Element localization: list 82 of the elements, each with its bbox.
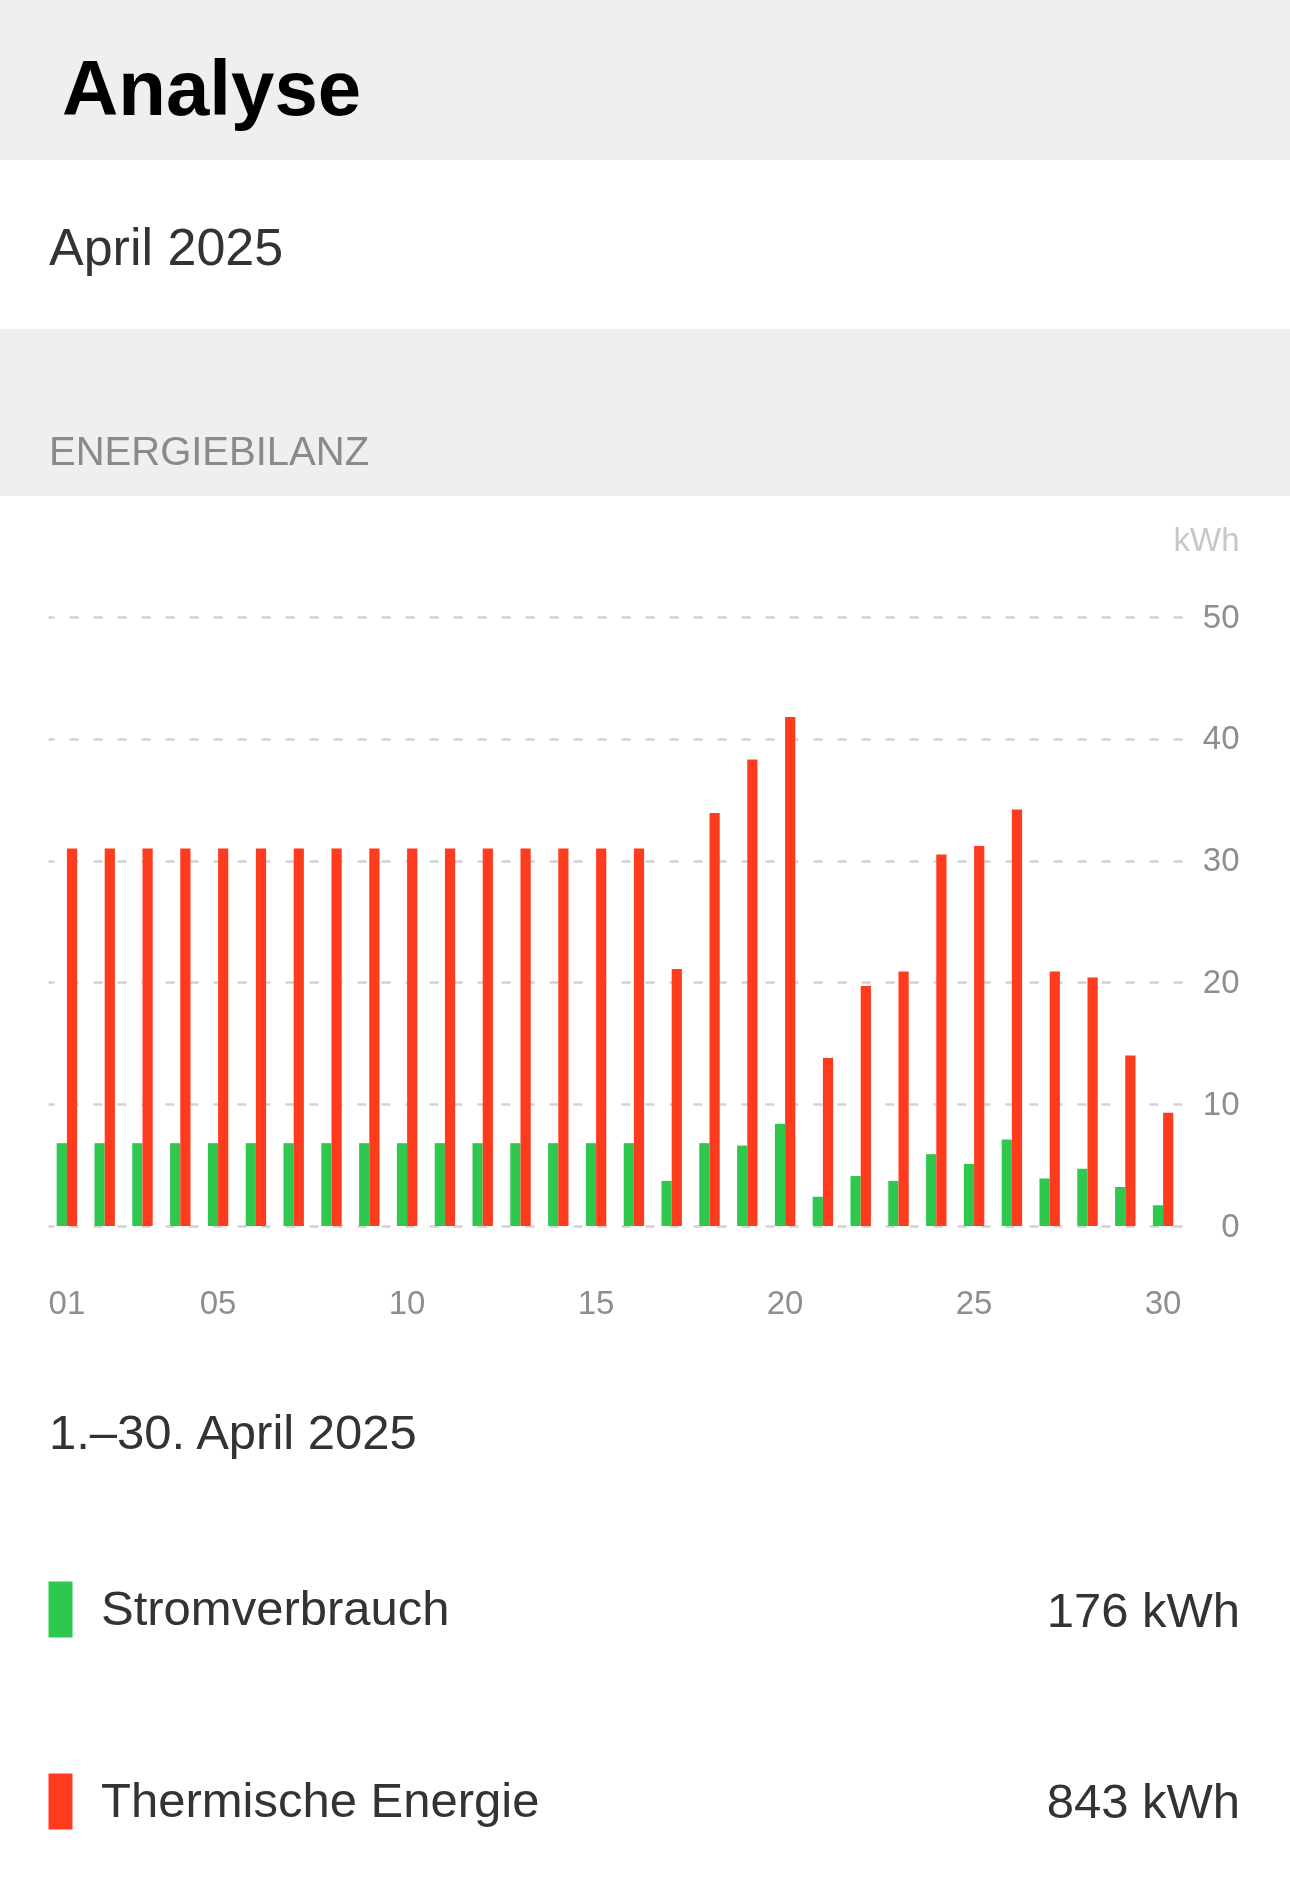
chart-title: Analyse bbox=[62, 44, 362, 132]
bar bbox=[860, 986, 871, 1226]
y-tick-label: 20 bbox=[1202, 962, 1240, 1000]
bar bbox=[558, 848, 569, 1226]
bar bbox=[180, 848, 191, 1226]
bar bbox=[293, 848, 304, 1226]
bar bbox=[520, 848, 531, 1226]
legend-label: Stromverbrauch bbox=[101, 1580, 450, 1635]
bar bbox=[888, 1180, 899, 1226]
legend-label: Thermische Energie bbox=[101, 1772, 540, 1827]
bar bbox=[1001, 1139, 1012, 1226]
bar bbox=[1152, 1205, 1164, 1226]
bar bbox=[774, 1123, 786, 1226]
bar bbox=[1077, 1168, 1088, 1226]
bar bbox=[434, 1143, 445, 1226]
y-tick-label: 0 bbox=[1221, 1206, 1240, 1244]
text: 843 kWh bbox=[1046, 1774, 1240, 1828]
bar bbox=[709, 813, 720, 1226]
bar bbox=[1087, 977, 1098, 1226]
bar bbox=[1011, 809, 1023, 1226]
x-tick-label: 30 bbox=[1144, 1283, 1182, 1321]
bar bbox=[623, 1143, 634, 1226]
bar bbox=[963, 1163, 975, 1226]
bar bbox=[369, 848, 380, 1226]
bar bbox=[331, 848, 342, 1226]
bar bbox=[785, 716, 796, 1226]
bar bbox=[926, 1154, 937, 1226]
bar bbox=[132, 1143, 143, 1226]
bar bbox=[396, 1143, 408, 1226]
x-tick-label: 01 bbox=[48, 1283, 86, 1321]
bar bbox=[104, 848, 115, 1226]
x-tick-label: 10 bbox=[388, 1283, 426, 1321]
bar bbox=[321, 1143, 332, 1226]
bar bbox=[633, 848, 645, 1226]
y-tick-label: 40 bbox=[1202, 719, 1240, 757]
bar bbox=[218, 848, 229, 1226]
text: ENERGIEBILANZ bbox=[49, 429, 370, 473]
bar bbox=[510, 1143, 521, 1226]
bar bbox=[671, 969, 682, 1226]
bar bbox=[747, 759, 758, 1226]
bar bbox=[699, 1143, 710, 1226]
y-tick-label: 50 bbox=[1202, 597, 1240, 635]
bar bbox=[812, 1196, 823, 1226]
bar bbox=[245, 1143, 256, 1226]
bar bbox=[255, 848, 267, 1226]
chart-subtitle: April 2025 bbox=[49, 218, 284, 276]
y-tick-label: 10 bbox=[1202, 1084, 1240, 1122]
bar bbox=[661, 1180, 672, 1226]
bar bbox=[548, 1143, 559, 1226]
x-tick-label: 20 bbox=[766, 1283, 804, 1321]
y-tick-label: 30 bbox=[1202, 841, 1240, 879]
bar bbox=[585, 1143, 597, 1226]
bar bbox=[207, 1143, 219, 1226]
bar bbox=[283, 1143, 294, 1226]
bar bbox=[170, 1143, 181, 1226]
bar bbox=[94, 1143, 105, 1226]
bar bbox=[482, 848, 493, 1226]
x-tick-label: 25 bbox=[955, 1283, 993, 1321]
y-axis-title: kWh bbox=[1173, 520, 1240, 558]
x-tick-label: 05 bbox=[199, 1283, 237, 1321]
x-tick-label: 15 bbox=[577, 1283, 615, 1321]
text: 1.–30. April 2025 bbox=[49, 1405, 417, 1459]
bar bbox=[56, 1143, 67, 1226]
bar bbox=[1049, 971, 1060, 1226]
bar bbox=[359, 1143, 370, 1226]
bar bbox=[1115, 1187, 1126, 1226]
bar bbox=[936, 854, 947, 1226]
bar bbox=[1039, 1178, 1050, 1226]
bar bbox=[66, 848, 78, 1226]
bar bbox=[1125, 1055, 1136, 1226]
text: 176 kWh bbox=[1046, 1583, 1240, 1637]
bar bbox=[596, 848, 607, 1226]
bar bbox=[974, 845, 985, 1226]
bar bbox=[822, 1057, 834, 1226]
bar bbox=[472, 1143, 483, 1226]
bar bbox=[850, 1176, 861, 1226]
bar bbox=[737, 1145, 748, 1226]
bar bbox=[898, 971, 909, 1226]
bar bbox=[407, 848, 418, 1226]
bar bbox=[142, 848, 153, 1226]
bar bbox=[1163, 1112, 1174, 1226]
bar bbox=[444, 848, 456, 1226]
